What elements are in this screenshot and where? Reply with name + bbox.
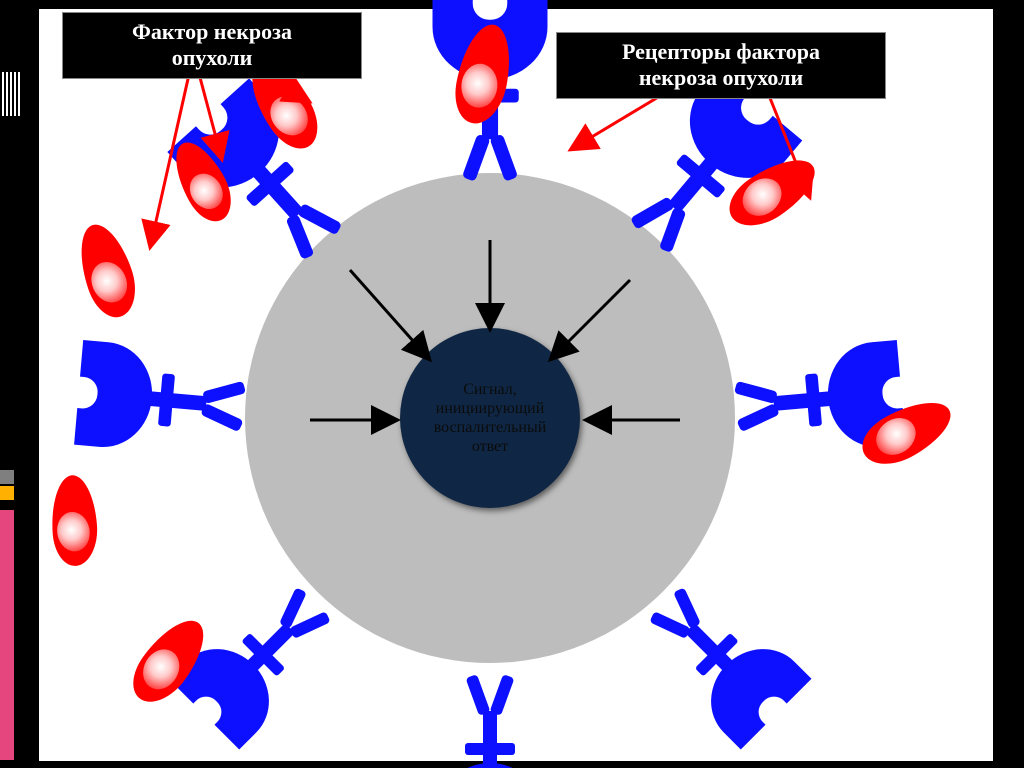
receptor-6 xyxy=(73,329,251,469)
receptor-4 xyxy=(430,673,550,768)
tnf-label-box: Фактор некроза опухоли xyxy=(62,12,362,79)
nucleus-text: Сигнал, инициирующий воспалительный отве… xyxy=(422,380,559,457)
pink-bar-icon xyxy=(0,510,14,760)
tnf-label-line1: Фактор некроза xyxy=(132,19,292,44)
left-decoration xyxy=(0,0,20,768)
orange-square-icon xyxy=(0,486,14,500)
receptor-label-box: Рецепторы фактора некроза опухоли xyxy=(556,32,886,99)
tnf-label-line2: опухоли xyxy=(172,45,253,70)
tnf-molecule-0 xyxy=(443,21,522,137)
stripes-icon xyxy=(0,72,20,116)
nucleus-signal-circle: Сигнал, инициирующий воспалительный отве… xyxy=(400,328,580,508)
receptor-label-line2: некроза опухоли xyxy=(639,65,803,90)
grey-square-icon xyxy=(0,470,14,484)
receptor-label-line1: Рецепторы фактора xyxy=(622,39,820,64)
stage: Сигнал, инициирующий воспалительный отве… xyxy=(0,0,1024,768)
